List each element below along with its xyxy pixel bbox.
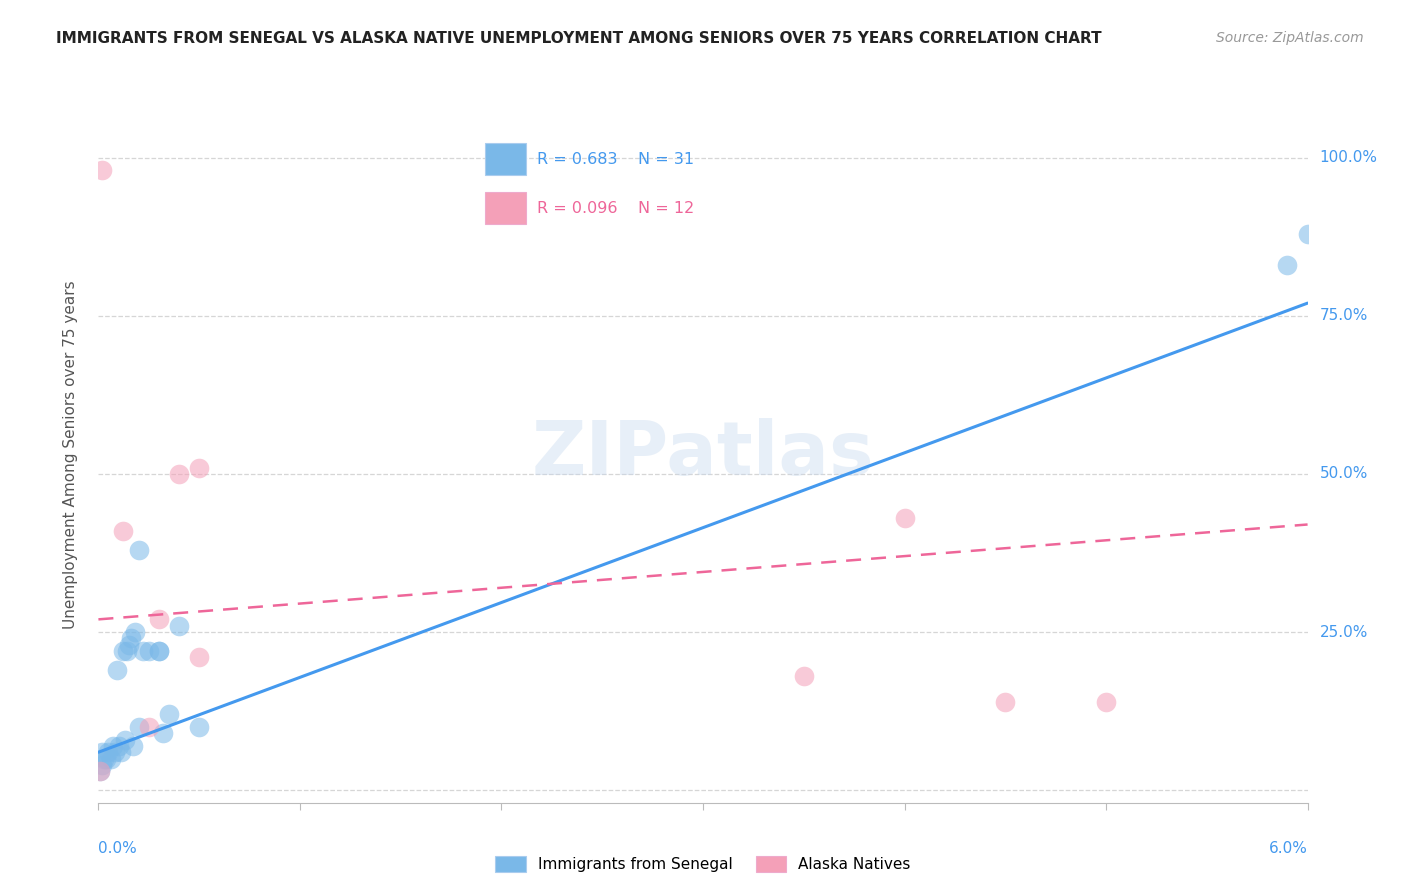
Point: [128, 720, 150, 734]
Text: Source: ZipAtlas.com: Source: ZipAtlas.com: [1216, 31, 1364, 45]
FancyBboxPatch shape: [485, 193, 526, 224]
Point: [101, 739, 124, 753]
Point: [994, 695, 1017, 709]
Text: R = 0.096    N = 12: R = 0.096 N = 12: [537, 201, 695, 216]
Point: [138, 644, 160, 658]
Point: [114, 732, 136, 747]
Point: [138, 720, 160, 734]
Point: [107, 739, 129, 753]
Point: [111, 524, 134, 538]
Text: 50.0%: 50.0%: [1320, 467, 1368, 482]
Text: R = 0.683    N = 31: R = 0.683 N = 31: [537, 152, 695, 167]
Point: [167, 467, 190, 481]
Point: [91, 757, 114, 772]
Point: [89, 764, 111, 779]
Point: [793, 669, 815, 683]
Point: [188, 460, 211, 475]
Text: 25.0%: 25.0%: [1320, 624, 1368, 640]
Point: [103, 745, 125, 759]
Point: [148, 644, 170, 658]
Point: [115, 644, 138, 658]
Point: [152, 726, 174, 740]
Point: [118, 638, 141, 652]
Point: [1296, 227, 1319, 241]
Point: [1277, 258, 1299, 272]
Point: [124, 625, 146, 640]
Point: [893, 511, 915, 525]
Point: [91, 163, 114, 178]
Point: [128, 542, 150, 557]
Point: [121, 739, 143, 753]
Point: [148, 644, 170, 658]
Point: [100, 751, 122, 765]
Point: [132, 644, 155, 658]
Point: [93, 751, 115, 765]
Text: 0.0%: 0.0%: [98, 841, 138, 856]
Y-axis label: Unemployment Among Seniors over 75 years: Unemployment Among Seniors over 75 years: [63, 281, 77, 629]
Text: ZIPatlas: ZIPatlas: [531, 418, 875, 491]
Legend: Immigrants from Senegal, Alaska Natives: Immigrants from Senegal, Alaska Natives: [488, 848, 918, 880]
Point: [91, 745, 114, 759]
Point: [188, 720, 211, 734]
Point: [110, 745, 132, 759]
Text: 75.0%: 75.0%: [1320, 309, 1368, 323]
Point: [111, 644, 134, 658]
Point: [1095, 695, 1118, 709]
FancyBboxPatch shape: [485, 144, 526, 175]
Point: [105, 663, 128, 677]
Point: [148, 612, 170, 626]
Text: IMMIGRANTS FROM SENEGAL VS ALASKA NATIVE UNEMPLOYMENT AMONG SENIORS OVER 75 YEAR: IMMIGRANTS FROM SENEGAL VS ALASKA NATIVE…: [56, 31, 1102, 46]
Point: [96, 751, 118, 765]
Point: [167, 618, 190, 632]
Point: [89, 764, 111, 779]
Point: [120, 632, 142, 646]
Point: [97, 745, 120, 759]
Text: 6.0%: 6.0%: [1268, 841, 1308, 856]
Text: 100.0%: 100.0%: [1320, 150, 1378, 165]
Point: [188, 650, 211, 665]
Point: [157, 707, 180, 722]
